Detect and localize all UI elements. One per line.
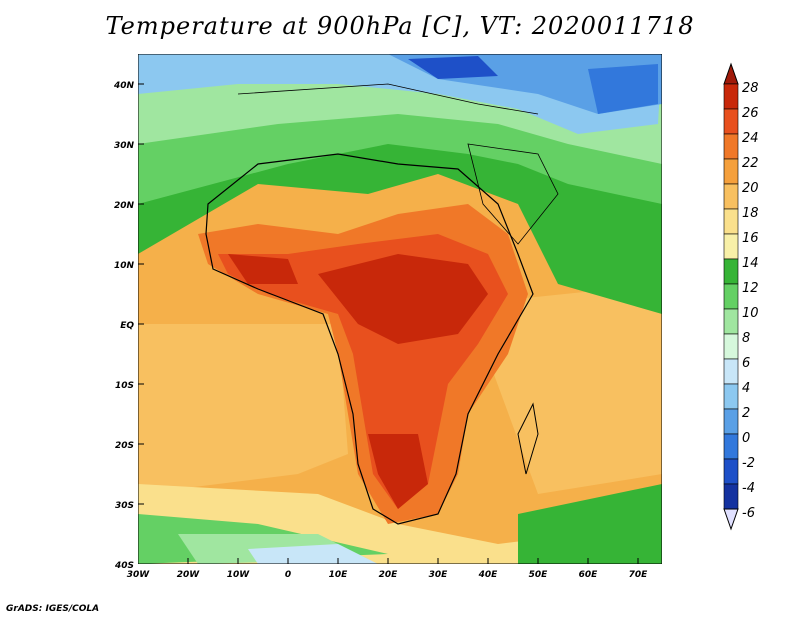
arabia-outline <box>467 143 559 245</box>
hot-core-west <box>228 254 298 284</box>
lon-label: 60E <box>579 570 599 580</box>
colorbar-swatch <box>723 383 739 410</box>
colorbar-label: 8 <box>742 331 750 346</box>
lon-label: 10W <box>227 570 251 580</box>
grads-credit: GrADS: IGES/COLA <box>6 604 100 614</box>
colorbar-label: 0 <box>742 431 750 446</box>
lon-label: 70E <box>629 570 649 580</box>
madagascar-outline <box>517 402 539 475</box>
colorbar-arrow-bottom <box>723 508 739 531</box>
hot-core-north <box>318 254 488 344</box>
colorbar-swatch <box>723 333 739 360</box>
africa-coastline <box>205 153 534 525</box>
colorbar-swatch <box>723 133 739 160</box>
colorbar-swatch <box>723 458 739 485</box>
colorbar-label: 12 <box>742 281 759 296</box>
colorbar-swatch <box>723 433 739 460</box>
colorbar-label: 14 <box>742 256 759 271</box>
colorbar-label: 28 <box>742 81 759 96</box>
indian-ocean-warm <box>468 284 662 494</box>
colorbar-label: -6 <box>742 506 755 521</box>
colorbar-arrow-top <box>723 62 739 85</box>
longitude-axis: 30W 20W 10W 0 10E 20E 30E 40E 50E 60E 70… <box>127 570 649 580</box>
colorbar-label: 26 <box>742 106 759 121</box>
lat-label: EQ <box>120 321 134 331</box>
colorbar-swatch <box>723 408 739 435</box>
colorbar-label: 6 <box>742 356 750 371</box>
cold-core-1 <box>408 56 498 79</box>
lon-label: 20W <box>177 570 201 580</box>
lon-label: 10E <box>329 570 349 580</box>
colorbar-swatch <box>723 158 739 185</box>
cold-core-2 <box>588 64 658 114</box>
lat-label: 20S <box>115 441 134 451</box>
lon-label: 30W <box>127 570 151 580</box>
colorbar-swatch <box>723 358 739 385</box>
colorbar-label: 22 <box>742 156 759 171</box>
temperature-map <box>138 54 662 564</box>
colorbar-swatch <box>723 483 739 510</box>
colorbar-label: -2 <box>742 456 755 471</box>
lat-label: 30S <box>115 501 134 511</box>
colorbar-label: 16 <box>742 231 759 246</box>
lon-label: 20E <box>379 570 399 580</box>
lon-label: 0 <box>285 570 291 580</box>
colorbar-label: 10 <box>742 306 759 321</box>
indian-cool-band <box>518 484 662 564</box>
colorbar-label: 18 <box>742 206 759 221</box>
latitude-axis: 40N 30N 20N 10N EQ 10S 20S 30S 40S <box>113 81 135 571</box>
colorbar-label: 2 <box>742 406 750 421</box>
lat-label: 10N <box>114 261 135 271</box>
colorbar-swatches <box>723 62 739 531</box>
lon-label: 50E <box>529 570 549 580</box>
colorbar-swatch <box>723 308 739 335</box>
colorbar-swatch <box>723 283 739 310</box>
colorbar-swatch <box>723 233 739 260</box>
colorbar-label: 24 <box>742 131 759 146</box>
colorbar-label: 20 <box>742 181 759 196</box>
lon-label: 40E <box>478 570 499 580</box>
colorbar: 28 26 24 22 20 18 16 14 12 10 8 6 4 2 0 … <box>723 62 759 531</box>
mediterranean-coast <box>237 83 539 115</box>
colorbar-swatch <box>723 208 739 235</box>
lat-label: 40S <box>114 561 134 571</box>
colorbar-swatch <box>723 183 739 210</box>
lat-label: 10S <box>115 381 134 391</box>
lat-label: 40N <box>113 81 135 91</box>
lat-label: 30N <box>114 141 135 151</box>
atlantic-warm-band <box>138 324 348 494</box>
hot-core-south <box>368 434 428 509</box>
colorbar-swatch <box>723 83 739 110</box>
lon-label: 30E <box>429 570 449 580</box>
colorbar-swatch <box>723 258 739 285</box>
colorbar-swatch <box>723 108 739 135</box>
colorbar-label: -4 <box>742 481 755 496</box>
lat-label: 20N <box>114 201 135 211</box>
colorbar-label: 4 <box>742 381 750 396</box>
chart-title: Temperature at 900hPa [C], VT: 202001171… <box>105 12 695 40</box>
colorbar-labels: 28 26 24 22 20 18 16 14 12 10 8 6 4 2 0 … <box>742 81 759 521</box>
southern-coldest-band <box>248 544 378 564</box>
axis-ticks <box>138 83 639 564</box>
